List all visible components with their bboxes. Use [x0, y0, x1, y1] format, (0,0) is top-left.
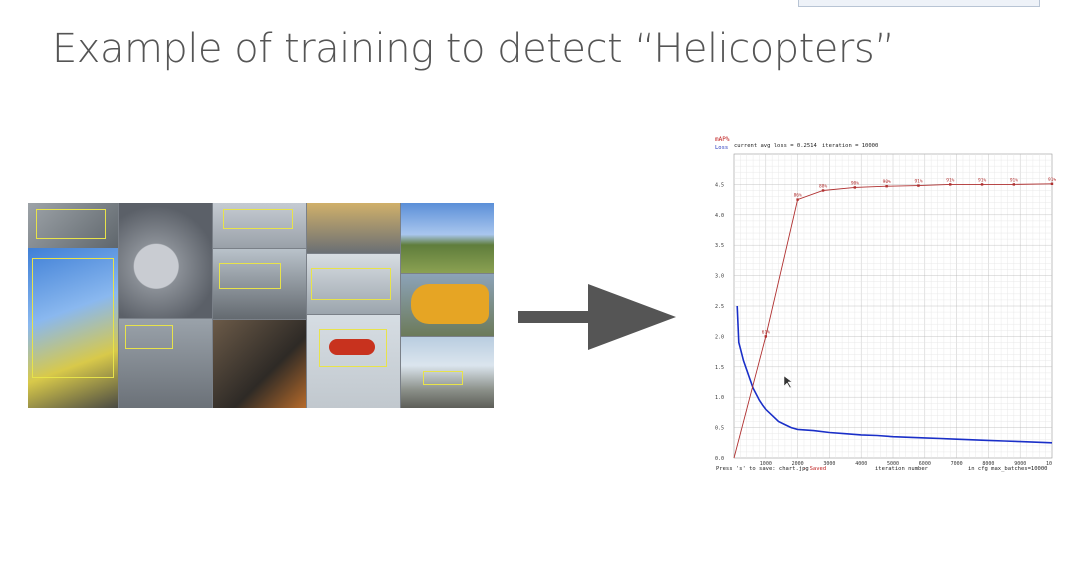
map-point-label: 91%: [946, 177, 954, 183]
mouse-cursor-icon: [783, 375, 793, 389]
chart-series: 61% 86% 88% 90% 90% 91% 91% 91% 91% 91%: [733, 177, 1056, 459]
sample-image: [401, 274, 494, 336]
footer-save: Press 's' to save: chart.jpg: [716, 466, 809, 472]
map-point: [764, 335, 767, 338]
sample-image: [213, 320, 306, 408]
map-point-label: 61%: [762, 329, 770, 335]
sample-image: [401, 203, 494, 273]
map-point-label: 86%: [794, 193, 802, 199]
status-loss: current avg loss = 0.2514: [734, 143, 817, 149]
y-tick-label: 2.0: [715, 334, 724, 340]
y-tick-label: 3.0: [715, 274, 724, 280]
map-point: [821, 189, 825, 192]
map-point-label: 91%: [1048, 177, 1056, 183]
sample-image: [401, 337, 494, 408]
sample-image: [213, 203, 306, 248]
map-point-label: 91%: [978, 177, 986, 183]
status-iteration: iteration = 10000: [822, 143, 878, 149]
map-point: [1050, 182, 1054, 185]
sample-image: [213, 249, 306, 319]
training-loss-chart: 0.0 0.5 1.0 1.5 2.0 2.5 3.0 3.5 4.0 4.5 1000 2000 3…: [712, 136, 1057, 476]
chart-y-ticks: 0.0 0.5 1.0 1.5 2.0 2.5 3.0 3.5 4.0 4.5: [715, 182, 724, 462]
loss-series-line: [736, 305, 1053, 444]
training-images-mosaic: [28, 203, 494, 408]
sample-image: [119, 319, 212, 408]
y-tick-label: 0.5: [715, 426, 724, 432]
y-tick-label: 3.5: [715, 243, 724, 249]
sample-image: [28, 203, 118, 248]
legend-loss: Loss: [715, 145, 728, 151]
map-point: [949, 183, 952, 186]
footer-saved: - Saved: [803, 466, 826, 472]
right-arrow-icon: [518, 284, 676, 350]
footer-xlabel: iteration number: [875, 466, 929, 472]
x-tick-label: 9000: [1014, 461, 1026, 467]
x-tick-label: 5000: [887, 461, 899, 467]
sample-image: [307, 203, 400, 253]
x-tick-label: 8000: [982, 461, 994, 467]
x-tick-label: 4000: [855, 461, 867, 467]
y-tick-label: 4.0: [715, 213, 724, 219]
x-tick-label: 6000: [919, 461, 931, 467]
x-tick-label: 10: [1046, 461, 1052, 467]
top-edge-box: [798, 0, 1040, 7]
footer-max-batches: in cfg max_batches=10000: [968, 466, 1047, 472]
map-point: [885, 185, 888, 188]
map-point: [980, 183, 984, 186]
map-point-label: 90%: [883, 179, 891, 185]
sample-image: [119, 203, 212, 318]
map-point: [853, 186, 857, 189]
sample-image: [307, 315, 400, 408]
slide-title: Example of training to detect “Helicopte…: [52, 26, 895, 72]
map-point: [1012, 183, 1016, 186]
y-tick-label: 1.5: [715, 365, 724, 371]
map-point-label: 91%: [914, 179, 922, 185]
map-point-label: 90%: [851, 180, 859, 186]
map-point: [917, 184, 920, 187]
map-point: [796, 198, 799, 201]
x-tick-label: 7000: [951, 461, 963, 467]
chart-grid: [733, 153, 1053, 459]
sample-image: [28, 248, 118, 408]
y-tick-label: 0.0: [715, 456, 724, 462]
x-tick-label: 2000: [792, 461, 804, 467]
map-point-label: 91%: [1010, 177, 1018, 183]
y-tick-label: 2.5: [715, 304, 724, 310]
x-tick-label: 3000: [823, 461, 835, 467]
y-tick-label: 1.0: [715, 395, 724, 401]
y-tick-label: 4.5: [715, 182, 724, 188]
sample-image: [307, 254, 400, 314]
chart-x-ticks: 1000 2000 3000 4000 5000 6000 7000 8000 9000 10: [760, 461, 1052, 467]
legend-map: mAP%: [715, 136, 730, 143]
x-tick-label: 1000: [760, 461, 772, 467]
map-point-label: 88%: [819, 183, 827, 189]
